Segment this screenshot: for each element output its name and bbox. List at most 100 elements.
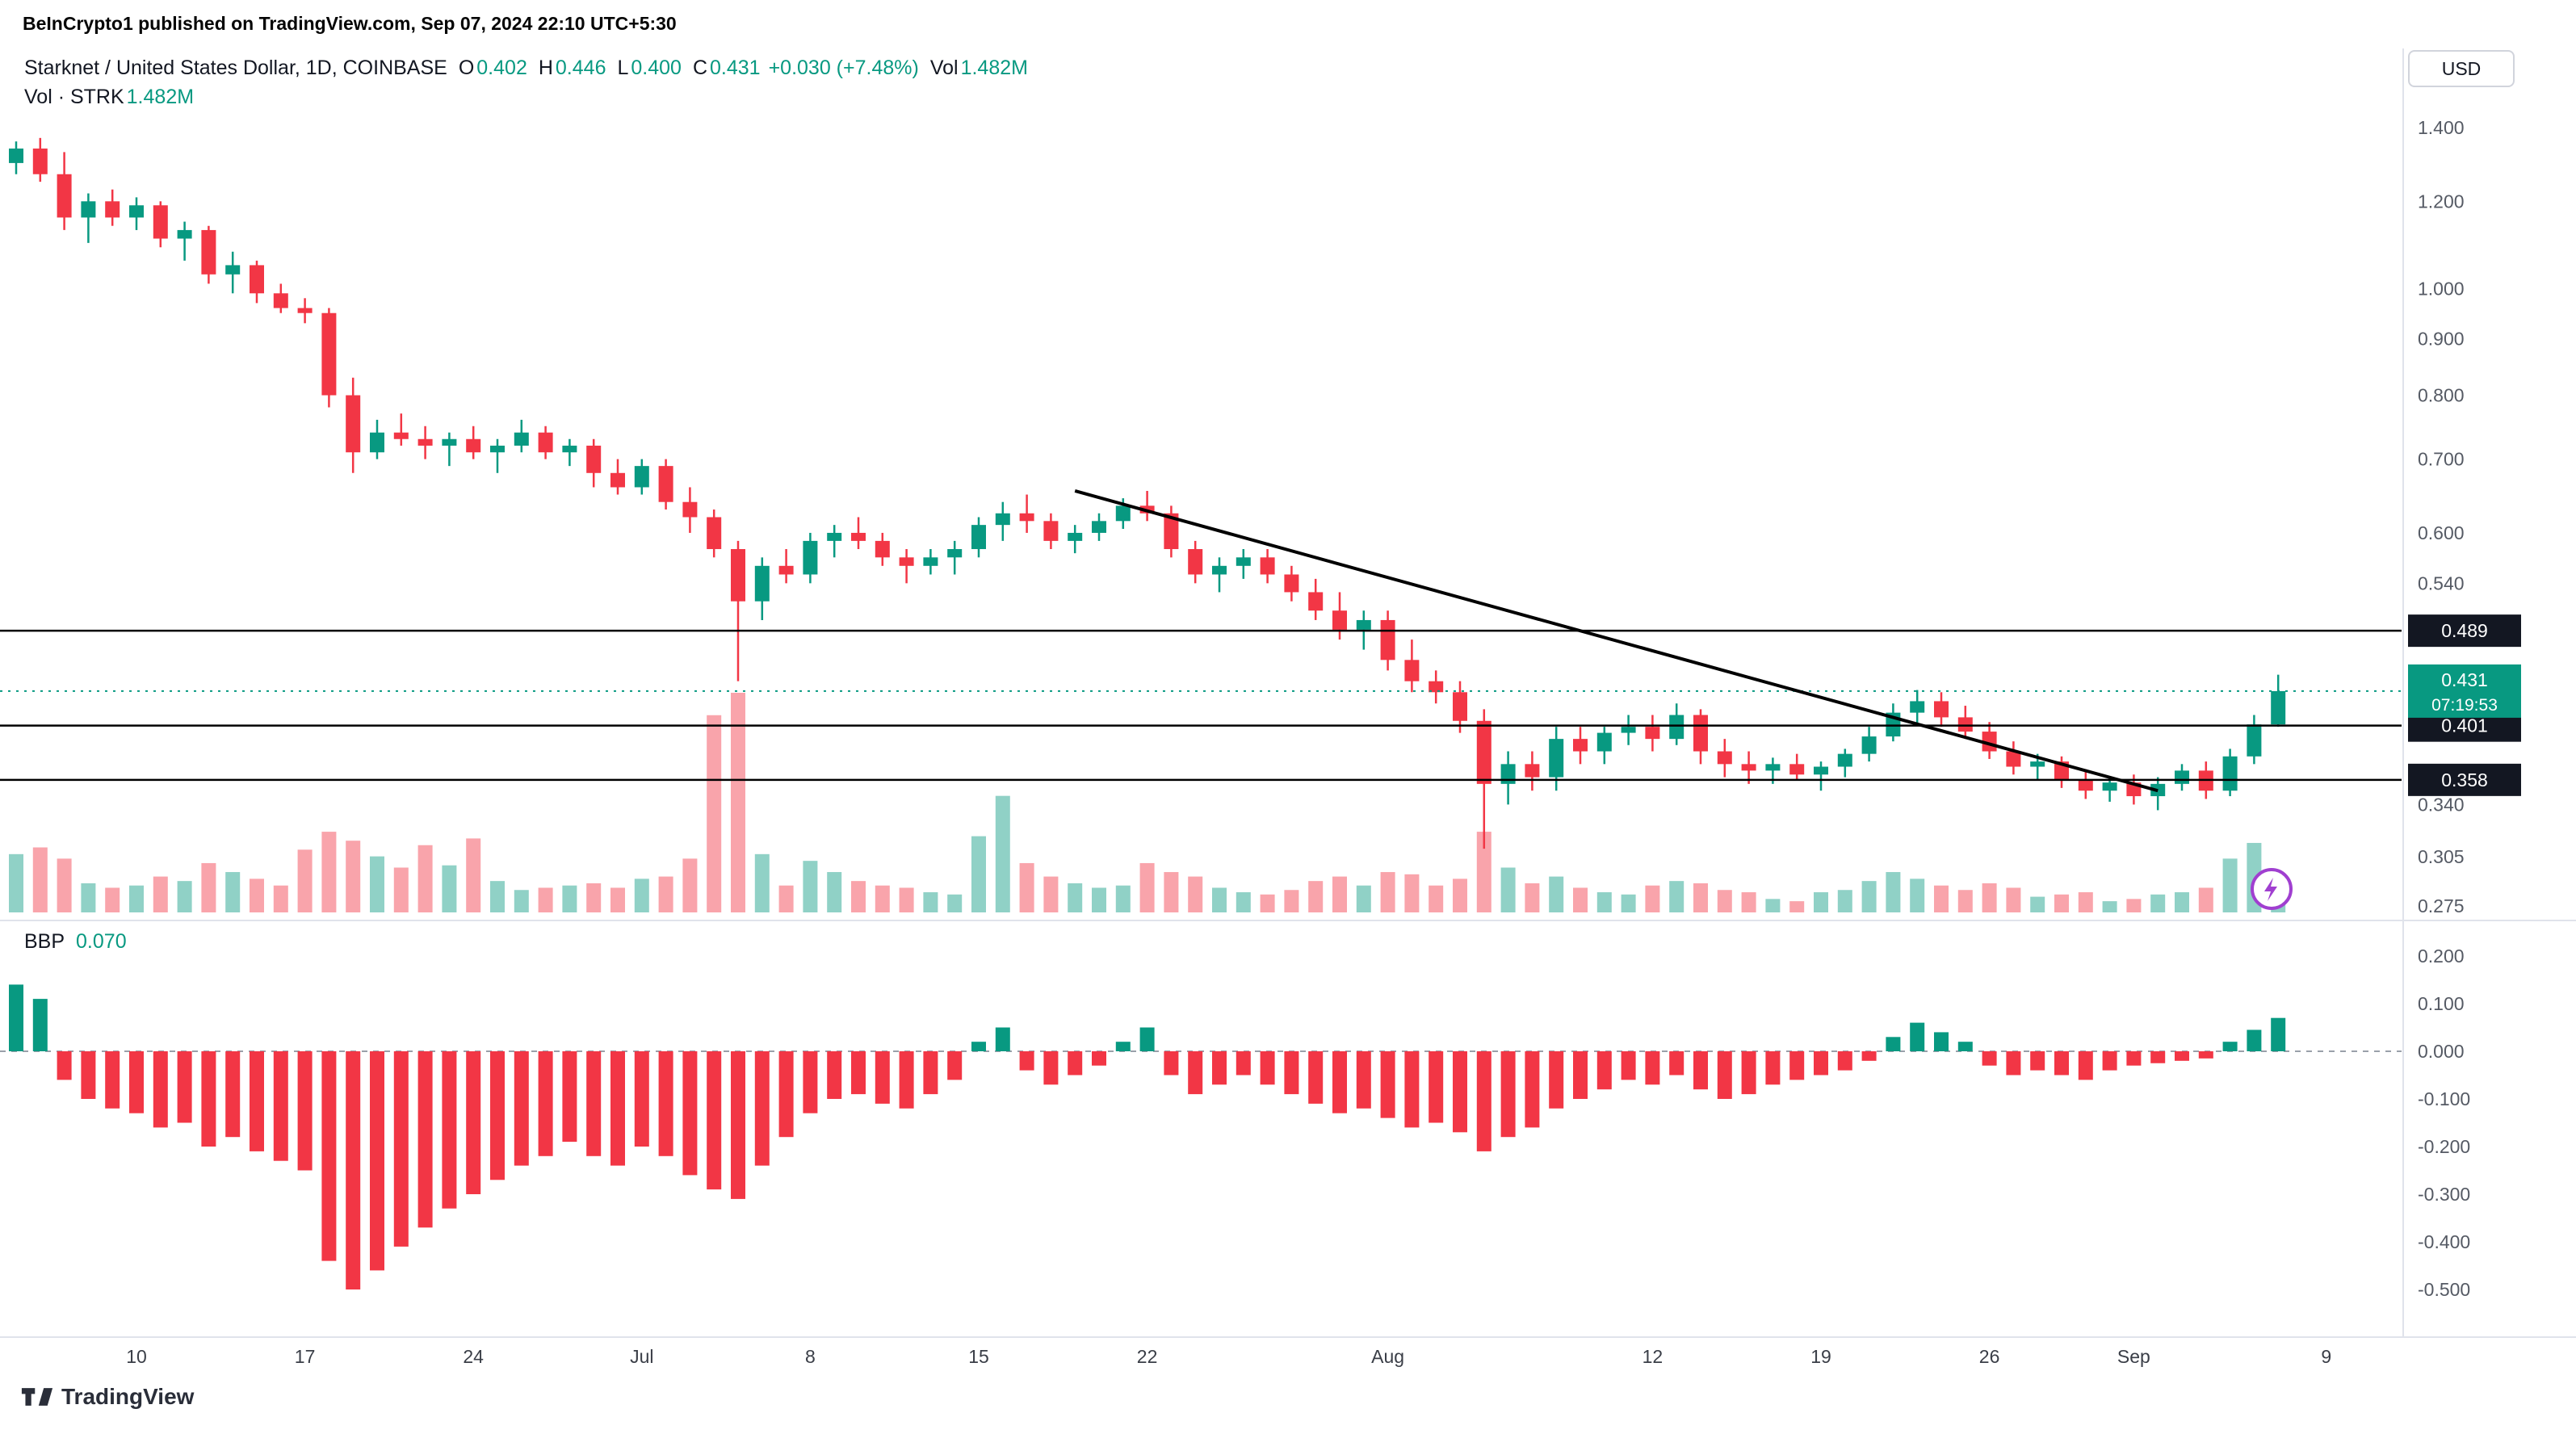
bbp-bar bbox=[538, 1051, 553, 1156]
bbp-bar bbox=[923, 1051, 938, 1095]
bbp-bar bbox=[129, 1051, 144, 1113]
bbp-bar bbox=[2271, 1017, 2286, 1051]
volume-bar bbox=[778, 885, 794, 912]
volume-bar bbox=[1861, 881, 1877, 912]
volume-bar bbox=[1260, 894, 1275, 912]
bbp-bar bbox=[1212, 1051, 1227, 1085]
level-lines[interactable] bbox=[0, 629, 2402, 782]
volume-indicator-label[interactable]: Vol · STRK bbox=[24, 85, 124, 108]
volume-bar bbox=[899, 887, 914, 912]
volume-label: Vol bbox=[929, 56, 959, 79]
volume-bar bbox=[1332, 876, 1347, 912]
bbp-bar bbox=[2054, 1051, 2069, 1076]
bbp-bar bbox=[682, 1051, 698, 1176]
candle-body bbox=[201, 229, 216, 275]
volume-bar bbox=[1068, 883, 1083, 912]
candle-body bbox=[1164, 513, 1179, 550]
bbp-bar bbox=[1717, 1051, 1732, 1099]
bbp-bar bbox=[1236, 1051, 1251, 1076]
bbp-bar bbox=[1814, 1051, 1828, 1076]
candle-body bbox=[346, 395, 361, 453]
candle-body bbox=[393, 432, 409, 439]
volume-bar bbox=[1188, 876, 1203, 912]
currency-toggle-button[interactable]: USD bbox=[2408, 50, 2515, 87]
volume-bar bbox=[1525, 883, 1540, 912]
candle-body bbox=[2030, 761, 2045, 767]
bbp-bar bbox=[947, 1051, 963, 1080]
volume-bar bbox=[947, 894, 963, 912]
candle-body bbox=[1453, 692, 1467, 721]
volume-bar bbox=[1669, 881, 1684, 912]
bbp-bar bbox=[1500, 1051, 1516, 1138]
ohlc-close-value: 0.431 bbox=[710, 56, 761, 79]
candle-body bbox=[875, 540, 890, 558]
bbp-bar bbox=[321, 1051, 337, 1261]
price-tick-label: 1.000 bbox=[2418, 278, 2465, 299]
bbp-tick-label: -0.100 bbox=[2418, 1088, 2470, 1109]
bbp-tick-label: -0.200 bbox=[2418, 1136, 2470, 1157]
bbp-bar bbox=[1043, 1051, 1059, 1085]
price-tick-label: 0.540 bbox=[2418, 572, 2465, 593]
volume-bar bbox=[1765, 899, 1781, 912]
price-tick-label: 0.305 bbox=[2418, 846, 2465, 867]
bbp-indicator-label[interactable]: BBP bbox=[24, 930, 65, 953]
time-tick-label: 17 bbox=[295, 1346, 316, 1367]
bbp-bar bbox=[2198, 1051, 2213, 1059]
tradingview-logo-icon bbox=[21, 1388, 53, 1406]
volume-bar bbox=[1596, 892, 1612, 912]
ohlc-open-label: O bbox=[458, 56, 475, 79]
price-level-badge: 0.358 bbox=[2408, 763, 2521, 796]
bbp-bar bbox=[1380, 1051, 1395, 1118]
price-axis[interactable]: 1.400 1.200 1.000 0.900 0.800 0.700 0.600 0.540… bbox=[2408, 117, 2521, 916]
volume-bar bbox=[273, 885, 288, 912]
bbp-bar bbox=[2078, 1051, 2093, 1080]
candle-body bbox=[1308, 592, 1324, 611]
symbol-title[interactable]: Starknet / United States Dollar, 1D, COI… bbox=[24, 56, 447, 79]
trendline[interactable] bbox=[1074, 489, 2159, 793]
bbp-bar bbox=[370, 1051, 384, 1271]
volume-bar bbox=[1957, 890, 1973, 912]
lightning-bolt-icon bbox=[2264, 878, 2277, 901]
bbp-bar bbox=[393, 1051, 409, 1247]
bbp-bar bbox=[827, 1051, 842, 1099]
time-axis[interactable]: 10 17 24 Jul 8 15 22 Aug 12 19 26 Sep 9 bbox=[126, 1346, 2331, 1367]
volume-bar bbox=[129, 885, 144, 912]
time-tick-label: 15 bbox=[968, 1346, 989, 1367]
bbp-bar bbox=[417, 1051, 433, 1228]
volume-bar bbox=[2102, 901, 2117, 912]
volume-bar bbox=[1717, 890, 1732, 912]
candle-body bbox=[1693, 715, 1708, 752]
candlestick-series bbox=[9, 137, 2286, 849]
bbp-bar bbox=[1308, 1051, 1324, 1104]
price-tick-label: 0.600 bbox=[2418, 522, 2465, 543]
volume-bar bbox=[1837, 890, 1852, 912]
bbp-bar bbox=[899, 1051, 914, 1109]
symbol-legend: Starknet / United States Dollar, 1D, COI… bbox=[24, 53, 1028, 111]
volume-bar bbox=[1019, 862, 1034, 912]
bbp-bar bbox=[177, 1051, 192, 1123]
bbp-bar bbox=[754, 1051, 770, 1166]
bbp-bar bbox=[2222, 1042, 2238, 1051]
volume-bar bbox=[1886, 872, 1901, 912]
bbp-bar bbox=[1115, 1042, 1131, 1051]
candle-body bbox=[1332, 610, 1347, 630]
bbp-bar bbox=[32, 999, 48, 1051]
volume-bar bbox=[658, 876, 673, 912]
volume-bar bbox=[2030, 896, 2045, 912]
time-tick-label: 26 bbox=[1979, 1346, 2000, 1367]
quick-trade-icon[interactable] bbox=[2248, 866, 2295, 912]
bbp-bar bbox=[1476, 1051, 1491, 1151]
ohlc-close-label: C bbox=[692, 56, 707, 79]
last-price-badge-value: 0.431 bbox=[2441, 669, 2488, 690]
tradingview-logo-text[interactable]: TradingView bbox=[61, 1384, 195, 1409]
volume-bar bbox=[1115, 885, 1131, 912]
candle-body bbox=[1236, 557, 1251, 566]
volume-bar bbox=[442, 865, 457, 912]
candle-body bbox=[57, 174, 72, 218]
candle-body bbox=[1525, 764, 1540, 778]
ohlc-low-label: L bbox=[617, 56, 629, 79]
volume-bar bbox=[634, 878, 649, 912]
bbp-bar bbox=[2150, 1051, 2166, 1063]
volume-bar bbox=[225, 872, 241, 912]
